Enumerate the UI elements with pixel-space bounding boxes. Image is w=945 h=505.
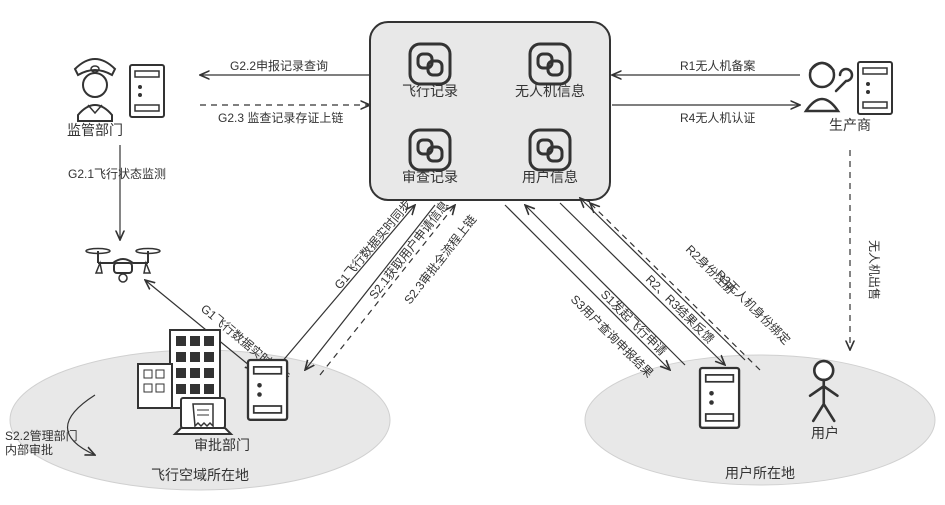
buildings-icon [138, 330, 220, 408]
drone-icon [86, 249, 160, 283]
worker-icon [806, 63, 852, 111]
diagram-canvas: 飞行空域所在地 用户所在地 飞行记录 无人机信息审查记录 用户信息 G2.2申报记录查… [0, 0, 945, 505]
laptop-icon [175, 398, 231, 434]
cluster-label: 飞行空域所在地 [151, 467, 249, 483]
center-cell-label: 无人机信息 [515, 83, 585, 99]
manufacturer-label: 生产商 [829, 117, 871, 133]
center-data-box: 飞行记录 无人机信息审查记录 用户信息 [370, 22, 610, 200]
approval-label: 审批部门 [194, 437, 250, 453]
center-cell-label: 审查记录 [402, 169, 458, 185]
edge-label: R1无人机备案 [680, 58, 755, 73]
server-icon [700, 368, 739, 428]
server-icon [858, 62, 892, 114]
edge-label: G2.3 监查记录存证上链 [218, 110, 343, 125]
server-icon [248, 360, 287, 420]
edge-label: G1飞行数据实时同步 [331, 196, 414, 291]
edge-label: 无人机出售 [867, 240, 882, 300]
regulator-label: 监管部门 [67, 122, 123, 138]
cluster-label: 用户所在地 [725, 465, 795, 481]
center-cell-label: 用户信息 [522, 169, 578, 185]
police-icon [75, 59, 115, 121]
edge-label: G2.1飞行状态监测 [68, 167, 166, 181]
edge-label: R4无人机认证 [680, 111, 755, 125]
center-cell-label: 飞行记录 [402, 83, 458, 99]
edge-label: G2.2申报记录查询 [230, 58, 328, 73]
user-label: 用户 [811, 425, 839, 441]
server-icon [130, 65, 164, 117]
